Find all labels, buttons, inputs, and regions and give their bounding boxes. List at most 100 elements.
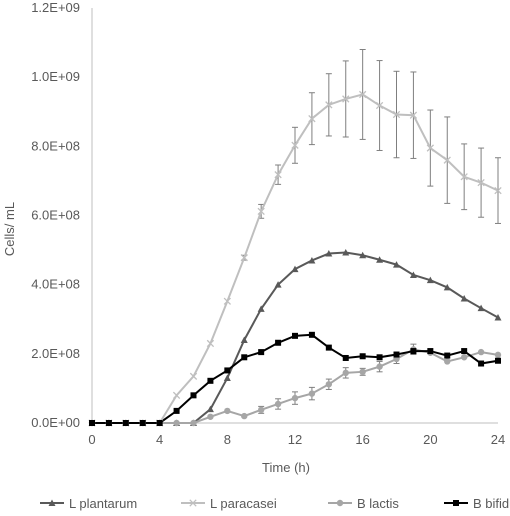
l-paracasei-point [460,173,468,181]
b-bifidum-point [292,332,298,339]
l-paracasei-point [325,101,333,109]
y-tick-label: 8.0E+08 [31,138,80,153]
b-bifidum-line [92,333,499,424]
legend-item-l-plantarum: L plantarum [40,496,137,511]
l-paracasei-point [206,339,215,348]
b-bifidum-point [190,392,197,399]
y-axis-ticks: 0.0E+00 2.0E+08 4.0E+08 6.0E+08 8.0E+08 1.0E+… [31,0,80,430]
b-lactis-point [190,419,197,427]
b-bifidum-point [444,352,451,359]
l-paracasei-point [342,95,350,103]
b-bifidum-point [393,351,400,358]
l-plantarum-point [240,336,248,343]
y-tick-label: 1.0E+09 [31,69,80,84]
b-bifidum-point [427,348,434,355]
x-tick-label: 0 [88,432,95,447]
x-tick-label: 16 [355,432,369,447]
l-plantarum-point [376,256,384,263]
legend-item-b-bifidum: B bifidum [444,496,510,511]
l-plantarum-point [291,265,299,273]
l-paracasei-point [172,391,181,399]
l-paracasei-point [477,178,485,187]
legend-label: B lactis [357,496,399,511]
b-lactis-point [342,369,349,377]
b-lactis-point [494,351,502,359]
l-paracasei-point [189,372,198,380]
b-lactis-point [224,407,231,415]
b-bifidum-point [89,420,95,426]
l-paracasei-point [257,207,265,216]
b-lactis-point [207,413,214,420]
x-tick-label: 12 [288,432,302,447]
b-bifidum-point [207,377,214,384]
b-lactis-point [477,348,485,356]
b-lactis-line [92,348,499,424]
b-lactis-point [274,400,282,408]
x-axis-ticks: 0 4 8 12 16 20 24 [88,432,505,447]
l-plantarum-point [409,271,417,278]
x-tick-label: 8 [224,432,231,447]
b-bifidum-point [156,420,163,426]
l-plantarum-point [223,374,231,382]
l-plantarum-point [308,256,316,264]
b-lactis-point [241,412,248,420]
l-plantarum-point [393,261,400,268]
legend: L plantarum L paracasei B lactis B bifidum [40,496,510,511]
l-paracasei-point [240,254,248,262]
y-tick-label: 0.0E+00 [31,415,80,430]
b-lactis-point [359,368,366,376]
legend-label: L plantarum [69,496,137,511]
l-plantarum-point [359,251,367,259]
l-paracasei-point [426,144,434,152]
b-lactis-point [257,406,265,414]
b-bifidum-point [495,357,501,364]
chart-axes [91,8,498,424]
l-plantarum-point [274,281,282,288]
b-lactis-point [308,390,316,397]
legend-marker [336,499,344,507]
legend-label: B bifidum [473,496,510,511]
y-tick-label: 2.0E+08 [31,346,80,361]
l-plantarum-point [257,305,265,312]
b-bifidum-point [173,407,180,414]
y-tick-label: 4.0E+08 [31,277,80,292]
b-bifidum-point [275,339,282,346]
b-bifidum-point [258,349,265,356]
b-lactis-point [173,419,180,427]
l-plantarum-point [325,250,333,257]
l-plantarum-point [426,276,434,284]
legend-marker [453,500,459,506]
legend-item-l-paracasei: L paracasei [181,496,277,511]
y-tick-label: 1.2E+09 [31,0,80,15]
b-bifidum-point [325,344,332,351]
l-paracasei-point [443,156,451,164]
l-plantarum-point [443,283,451,291]
b-lactis-point [460,354,468,361]
b-bifidum-point [308,331,315,338]
b-lactis-point [444,358,451,365]
b-bifidum-point [342,354,349,361]
l-paracasei-line [92,93,499,424]
l-plantarum-point [494,314,502,321]
x-tick-label: 24 [491,432,505,447]
b-bifidum-point [139,420,146,426]
l-paracasei-point [291,141,299,149]
b-bifidum-point [478,360,485,367]
series-markers [88,90,502,427]
l-paracasei-point [359,90,367,99]
b-bifidum-point [241,354,248,361]
series-lines [92,93,499,424]
b-bifidum-point [105,420,112,426]
l-plantarum-point [342,249,350,256]
y-tick-label: 6.0E+08 [31,208,80,223]
legend-marker [189,499,197,507]
l-plantarum-point [477,304,485,312]
b-lactis-point [291,394,299,402]
b-lactis-point [325,381,333,388]
l-paracasei-point [223,297,231,305]
l-paracasei-point [375,101,384,110]
b-bifidum-point [376,354,383,361]
l-plantarum-point [460,295,468,302]
x-tick-label: 4 [156,432,163,447]
